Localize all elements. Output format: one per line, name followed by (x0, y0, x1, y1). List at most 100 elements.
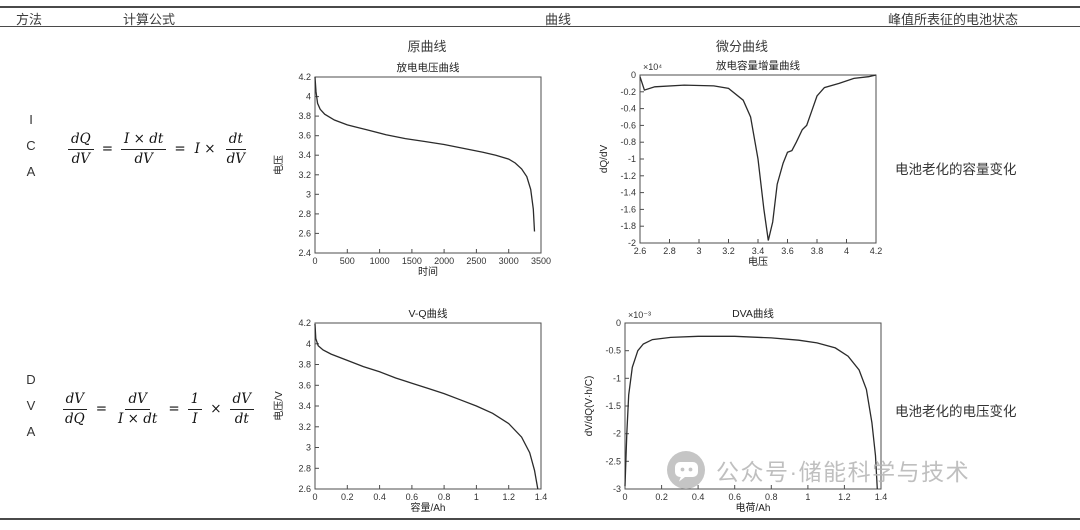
svg-text:×10⁴: ×10⁴ (643, 62, 662, 72)
svg-text:1: 1 (805, 492, 810, 502)
ica-state-text: 电池老化的容量变化 (895, 162, 1017, 177)
svg-text:3.8: 3.8 (811, 246, 824, 256)
svg-text:1500: 1500 (402, 256, 422, 266)
svg-text:0: 0 (616, 318, 621, 328)
svg-text:1: 1 (474, 492, 479, 502)
svg-text:电压/V: 电压/V (272, 391, 285, 421)
svg-text:0.8: 0.8 (765, 492, 778, 502)
header-method: 方法 (16, 12, 43, 27)
svg-text:放电容量增量曲线: 放电容量增量曲线 (716, 59, 800, 72)
svg-text:3.2: 3.2 (298, 170, 311, 180)
chart-dva-curve: DVA曲线 ×10⁻³ 0 0.2 0.4 0.6 0.8 1 1.2 1.4 0 -0.5 -1 -1.… (584, 307, 888, 514)
times-sign: × (210, 401, 222, 418)
equals-sign: = (168, 401, 180, 418)
svg-text:2000: 2000 (434, 256, 454, 266)
formula-term: I × (194, 141, 216, 158)
svg-text:3000: 3000 (499, 256, 519, 266)
wechat-icon (667, 451, 705, 489)
fraction: dQ dV (68, 131, 94, 168)
svg-text:0.8: 0.8 (438, 492, 451, 502)
table-header-rule (0, 26, 1080, 27)
svg-text:0: 0 (312, 492, 317, 502)
svg-text:2.6: 2.6 (634, 246, 647, 256)
dva-formula: dV dQ = dV I × dt = 1 I × dV dt (62, 391, 254, 428)
svg-text:0.2: 0.2 (655, 492, 668, 502)
fraction: dV I × dt (118, 391, 158, 427)
method-letter: A (26, 164, 36, 179)
svg-text:0: 0 (631, 70, 636, 80)
subheader-original-curve: 原曲线 (407, 39, 447, 54)
svg-text:3.8: 3.8 (298, 111, 311, 121)
equals-sign: = (95, 401, 108, 418)
svg-text:0.6: 0.6 (406, 492, 419, 502)
svg-text:2.8: 2.8 (663, 246, 676, 256)
header-state: 峰值所表征的电池状态 (888, 12, 1019, 27)
svg-text:4.2: 4.2 (298, 318, 311, 328)
svg-text:-1: -1 (628, 154, 636, 164)
svg-text:0.6: 0.6 (728, 492, 741, 502)
fraction: I × dt dV (121, 131, 167, 168)
svg-text:-1.4: -1.4 (620, 188, 636, 198)
svg-text:2500: 2500 (466, 256, 486, 266)
svg-text:电压: 电压 (272, 155, 285, 175)
svg-text:500: 500 (340, 256, 355, 266)
svg-text:-0.2: -0.2 (620, 87, 636, 97)
chart-vq-curve: V-Q曲线 0 0.2 0.4 0.6 0.8 1 1.2 1.4 2.6 2.8 3 3.2 3.4 3.… (272, 307, 548, 514)
svg-text:-2: -2 (628, 238, 636, 248)
svg-text:3.6: 3.6 (781, 246, 794, 256)
svg-text:-1.2: -1.2 (620, 171, 636, 181)
svg-text:时间: 时间 (418, 265, 438, 278)
svg-text:-0.6: -0.6 (620, 120, 636, 130)
svg-text:-3: -3 (613, 484, 621, 494)
svg-text:电荷/Ah: 电荷/Ah (735, 501, 770, 514)
method-letter: V (26, 398, 36, 413)
svg-text:1.4: 1.4 (535, 492, 548, 502)
svg-text:×10⁻³: ×10⁻³ (628, 310, 651, 320)
svg-text:1.4: 1.4 (875, 492, 888, 502)
svg-text:4: 4 (844, 246, 849, 256)
svg-text:DVA曲线: DVA曲线 (732, 307, 774, 320)
fraction: dV dt (229, 391, 254, 428)
svg-text:-1.6: -1.6 (620, 204, 636, 214)
svg-text:-0.4: -0.4 (620, 104, 636, 114)
svg-text:dQ/dV: dQ/dV (599, 145, 610, 174)
svg-text:4.2: 4.2 (870, 246, 883, 256)
svg-text:4: 4 (306, 92, 311, 102)
svg-text:1000: 1000 (370, 256, 390, 266)
svg-text:-1.5: -1.5 (605, 401, 621, 411)
svg-text:3.6: 3.6 (298, 380, 311, 390)
method-letter: I (29, 112, 33, 127)
svg-text:2.4: 2.4 (298, 248, 311, 258)
svg-text:电压: 电压 (748, 255, 768, 268)
svg-text:dV/dQ(V·h/C): dV/dQ(V·h/C) (584, 376, 595, 437)
svg-text:V-Q曲线: V-Q曲线 (408, 307, 448, 320)
watermark: 公众号·储能科学与技术 (666, 450, 970, 490)
svg-text:3.4: 3.4 (752, 246, 765, 256)
svg-text:2.6: 2.6 (298, 484, 311, 494)
svg-text:3500: 3500 (531, 256, 551, 266)
svg-text:放电电压曲线: 放电电压曲线 (397, 61, 460, 74)
table-top-rule (0, 6, 1080, 8)
header-formula: 计算公式 (123, 12, 176, 27)
fraction: dV dQ (62, 391, 88, 428)
svg-text:3: 3 (306, 189, 311, 199)
svg-text:0.4: 0.4 (692, 492, 705, 502)
svg-text:2.8: 2.8 (298, 463, 311, 473)
svg-text:-0.5: -0.5 (605, 346, 621, 356)
svg-text:0.4: 0.4 (373, 492, 386, 502)
svg-text:3.2: 3.2 (722, 246, 735, 256)
table-bottom-rule (0, 518, 1080, 520)
svg-text:-1.8: -1.8 (620, 221, 636, 231)
svg-text:3.8: 3.8 (298, 360, 311, 370)
method-letter: D (26, 372, 36, 387)
svg-text:-1: -1 (613, 373, 621, 383)
svg-text:3: 3 (306, 443, 311, 453)
svg-text:3.4: 3.4 (298, 401, 311, 411)
svg-text:4: 4 (306, 339, 311, 349)
svg-text:1.2: 1.2 (502, 492, 515, 502)
svg-text:0: 0 (312, 256, 317, 266)
method-label-dva: D V A (20, 372, 42, 439)
fraction: 1 I (187, 391, 203, 428)
svg-text:4.2: 4.2 (298, 72, 311, 82)
